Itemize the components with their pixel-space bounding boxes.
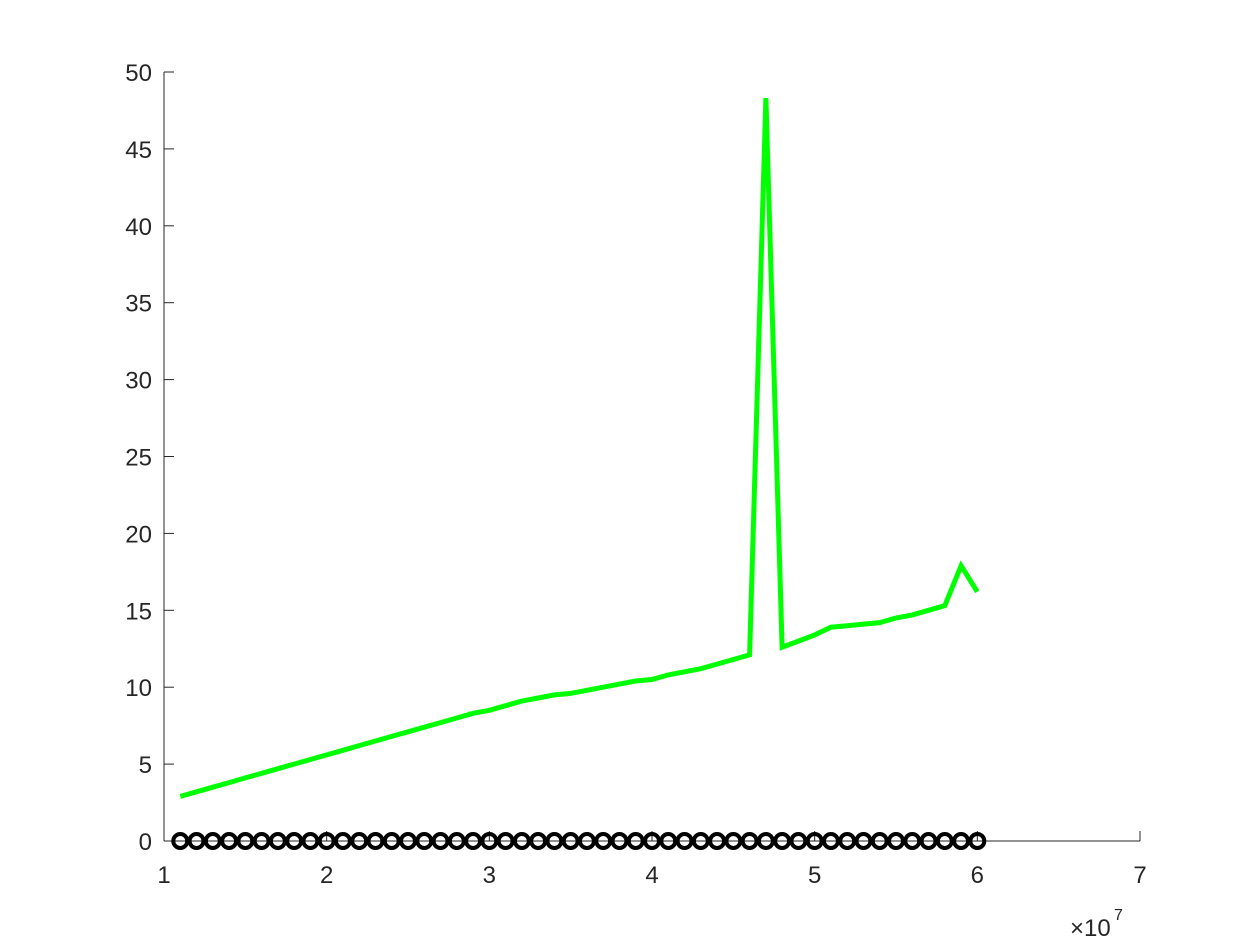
data-point-marker — [756, 832, 775, 850]
data-point-marker — [545, 832, 564, 850]
data-point-marker — [333, 832, 352, 850]
x-tick-label: 5 — [808, 862, 821, 889]
data-point-marker — [399, 832, 417, 850]
data-point-marker — [252, 832, 271, 850]
data-point-marker — [773, 832, 792, 850]
data-point-marker — [431, 832, 450, 850]
data-point-marker — [529, 832, 548, 850]
x-tick-label: 7 — [1133, 862, 1146, 889]
y-tick-label: 15 — [125, 598, 152, 625]
data-point-marker — [952, 832, 971, 850]
data-point-marker — [968, 832, 987, 850]
y-tick-label: 35 — [125, 291, 152, 318]
data-point-marker — [935, 832, 954, 850]
data-point-marker — [203, 832, 222, 850]
data-point-marker — [789, 832, 808, 850]
y-tick-label: 25 — [125, 445, 152, 472]
data-point-marker — [464, 832, 483, 850]
data-point-marker — [870, 832, 889, 850]
data-point-marker — [626, 832, 645, 850]
y-tick-label: 20 — [125, 521, 152, 548]
data-point-marker — [577, 832, 596, 850]
green-series-line — [179, 98, 980, 799]
data-point-marker — [821, 832, 840, 850]
data-point-marker — [301, 832, 320, 850]
data-point-marker — [496, 832, 515, 850]
y-tick-label: 5 — [139, 752, 152, 779]
y-tick-label: 10 — [125, 675, 152, 702]
data-point-marker — [675, 832, 694, 850]
data-point-marker — [854, 832, 873, 850]
x-exponent-base: ×10 — [1070, 915, 1111, 942]
data-point-marker — [594, 832, 613, 850]
data-point-marker — [220, 832, 239, 850]
data-point-marker — [659, 832, 678, 850]
data-point-marker — [171, 832, 190, 850]
data-point-marker — [561, 832, 580, 850]
black-circle-marker-series — [171, 832, 987, 850]
data-point-marker — [317, 832, 336, 850]
data-point-marker — [236, 832, 255, 850]
x-tick-label: 1 — [157, 862, 170, 889]
y-tick-label: 40 — [125, 214, 152, 241]
data-point-marker — [366, 832, 385, 850]
data-point-marker — [447, 832, 466, 850]
data-point-marker — [919, 832, 938, 850]
data-point-marker — [838, 832, 857, 850]
data-point-marker — [350, 832, 369, 850]
y-tick-label: 0 — [139, 829, 152, 856]
green-line-series — [179, 98, 980, 799]
x-exponent-power: 7 — [1114, 907, 1123, 924]
data-point-marker — [691, 832, 710, 850]
y-tick-label: 45 — [125, 137, 152, 164]
data-point-marker — [382, 832, 401, 850]
x-axis-exponent-label: ×10 7 — [1070, 907, 1123, 942]
data-point-marker — [708, 832, 727, 850]
data-point-marker — [610, 832, 629, 850]
data-point-marker — [187, 832, 206, 850]
x-tick-label: 4 — [645, 862, 658, 889]
data-point-marker — [887, 832, 905, 850]
data-point-marker — [415, 832, 434, 850]
x-tick-label: 2 — [320, 862, 333, 889]
x-tick-label: 6 — [971, 862, 984, 889]
x-tick-label: 3 — [483, 862, 496, 889]
y-tick-label: 30 — [125, 368, 152, 395]
data-point-marker — [512, 832, 531, 850]
data-point-marker — [724, 832, 743, 850]
data-point-marker — [643, 832, 661, 850]
data-point-marker — [285, 832, 304, 850]
data-point-marker — [740, 832, 759, 850]
data-point-marker — [268, 832, 287, 850]
data-point-marker — [480, 832, 499, 850]
data-point-marker — [805, 832, 824, 850]
data-point-marker — [903, 832, 922, 850]
y-tick-label: 50 — [125, 60, 152, 87]
